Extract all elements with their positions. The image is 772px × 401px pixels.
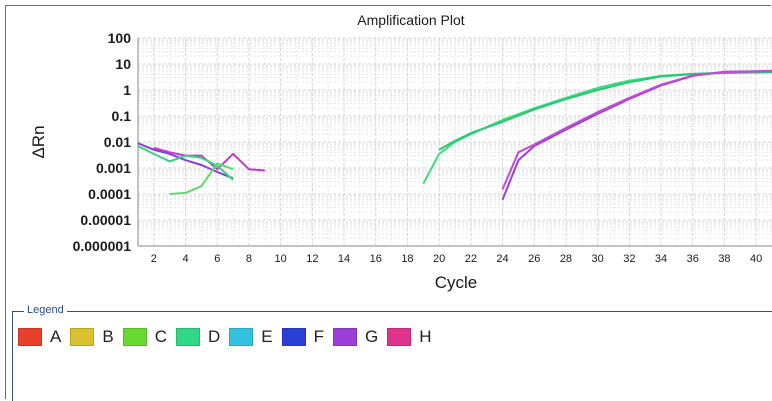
legend-label: D <box>208 327 220 347</box>
y-tick-label: 0.0001 <box>88 186 131 202</box>
legend-label: C <box>155 327 167 347</box>
legend-item-f: F <box>282 327 324 347</box>
x-tick-label: 34 <box>655 253 667 265</box>
legend-label: H <box>419 327 431 347</box>
amplification-plot: 100 10 1 0.1 0.01 0.001 0.0001 0.00001 0.000001 2… <box>0 0 772 305</box>
x-tick-label: 26 <box>528 253 540 265</box>
legend-swatch <box>123 328 147 346</box>
x-tick-label: 16 <box>370 253 382 265</box>
x-tick-label: 2 <box>151 253 157 265</box>
legend-swatch <box>70 328 94 346</box>
legend-swatch <box>333 328 357 346</box>
y-tick-label: 1 <box>123 82 131 98</box>
legend-item-e: E <box>229 327 272 347</box>
chart-title: Amplification Plot <box>357 12 464 28</box>
legend-panel <box>12 311 772 401</box>
legend-label: G <box>365 327 378 347</box>
legend-label: B <box>102 327 113 347</box>
legend-item-g: G <box>333 327 378 347</box>
legend-swatch <box>387 328 411 346</box>
legend-item-h: H <box>387 327 431 347</box>
x-tick-label: 20 <box>433 253 445 265</box>
legend-label: A <box>50 327 61 347</box>
y-tick-label: 0.01 <box>104 134 131 150</box>
x-tick-label: 40 <box>750 253 762 265</box>
x-tick-label: 14 <box>338 253 350 265</box>
legend-title: Legend <box>24 304 67 316</box>
legend-swatch <box>176 328 200 346</box>
y-tick-label: 100 <box>108 30 132 46</box>
x-tick-label: 30 <box>592 253 604 265</box>
x-tick-label: 10 <box>275 253 287 265</box>
legend-item-c: C <box>123 327 167 347</box>
x-tick-label: 28 <box>560 253 572 265</box>
legend-items: A B C D E F G H <box>18 327 441 347</box>
legend-label: F <box>314 327 324 347</box>
x-tick-label: 8 <box>246 253 252 265</box>
legend-swatch <box>282 328 306 346</box>
legend-swatch <box>18 328 42 346</box>
x-tick-label: 6 <box>214 253 220 265</box>
x-axis-label: Cycle <box>435 273 478 292</box>
legend-item-d: D <box>176 327 220 347</box>
x-tick-label: 18 <box>401 253 413 265</box>
y-tick-label: 0.1 <box>112 108 132 124</box>
y-tick-label: 0.001 <box>96 160 131 176</box>
legend-item-a: A <box>18 327 61 347</box>
y-tick-label: 0.000001 <box>73 238 132 254</box>
y-axis-label: ΔRn <box>29 125 48 158</box>
legend-swatch <box>229 328 253 346</box>
x-tick-label: 36 <box>687 253 699 265</box>
x-tick-label: 32 <box>623 253 635 265</box>
x-tick-label: 38 <box>718 253 730 265</box>
x-tick-label: 12 <box>306 253 318 265</box>
legend-label: E <box>261 327 272 347</box>
y-tick-label: 10 <box>115 56 131 72</box>
x-tick-label: 4 <box>182 253 188 265</box>
x-tick-label: 22 <box>465 253 477 265</box>
y-tick-label: 0.00001 <box>80 212 131 228</box>
legend-item-b: B <box>70 327 113 347</box>
x-tick-label: 24 <box>496 253 508 265</box>
